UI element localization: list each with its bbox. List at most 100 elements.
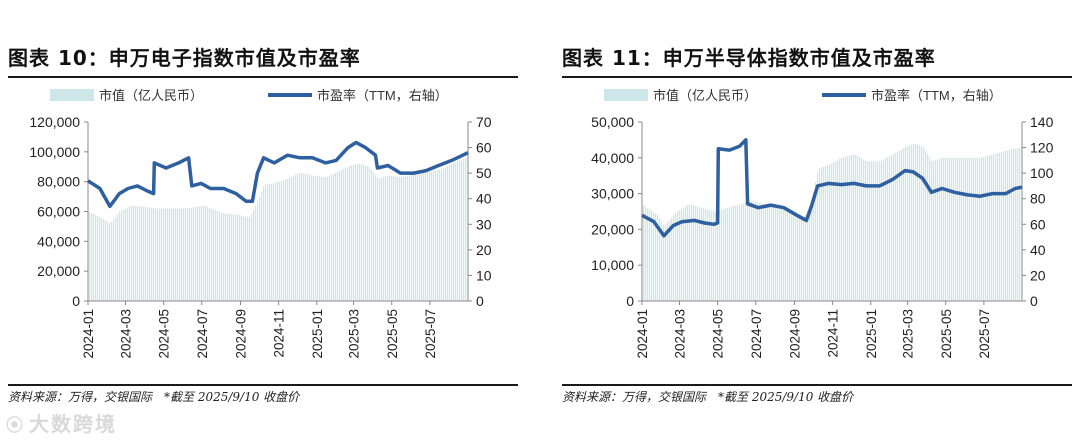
bar [419,173,421,301]
y-left-tick-label: 100,000 [29,144,80,160]
x-tick-label: 2025-05 [385,309,400,359]
bar [303,173,305,301]
bar [389,175,391,301]
bar [897,151,899,301]
bar [1003,151,1005,301]
bar [735,205,737,301]
bar [297,174,299,301]
bar [361,164,363,301]
bar [181,208,183,301]
bar [261,191,263,301]
x-tick-label: 2025-01 [310,309,325,359]
bar [753,201,755,301]
bar [383,177,385,301]
bar [95,215,97,301]
bar [831,163,833,301]
y-left-tick-label: 120,000 [29,114,80,130]
bar [733,206,735,301]
bar [277,182,279,301]
bar [317,176,319,301]
bar [857,156,859,301]
bar [951,157,953,301]
bar [925,150,927,301]
bar [137,206,139,301]
bar [189,207,191,301]
bar [115,216,117,301]
bar [1009,149,1011,301]
bar [855,154,857,301]
bar [353,164,355,301]
x-tick-label: 2024-07 [749,309,764,359]
y-right-tick-label: 40 [1030,242,1046,258]
bar [323,176,325,301]
bar [385,176,387,301]
bar [91,213,93,301]
bar [965,157,967,301]
chart-title: 图表 11：申万半导体指数市值及市盈率 [562,46,936,70]
bar [289,177,291,301]
y-right-tick-label: 120 [1030,140,1054,156]
bar [893,154,895,301]
bar [433,171,435,301]
bar [881,160,883,301]
bar [325,177,327,301]
bar [847,156,849,301]
bar [123,209,125,301]
bar [963,157,965,301]
bar [129,206,131,301]
bar [233,214,235,301]
bar [407,175,409,301]
bar [193,207,195,301]
x-tick-label: 2024-01 [635,309,650,359]
bar [867,161,869,301]
bar [809,205,811,301]
y-left-tick-label: 10,000 [591,257,634,273]
bar [221,212,223,301]
x-tick-label: 2025-01 [864,309,879,359]
y-right-tick-label: 60 [1030,216,1046,232]
bar [751,201,753,301]
bar [327,176,329,301]
bar [947,157,949,301]
bar [877,161,879,301]
bar [199,206,201,301]
x-tick-label: 2024-09 [788,309,803,359]
bar [765,204,767,301]
bar [121,210,123,301]
x-tick-label: 2024-09 [234,309,249,359]
bar [159,208,161,301]
bar [757,202,759,301]
bar [425,172,427,301]
bar [271,183,273,301]
bar [997,153,999,301]
bar [293,175,295,301]
bar [957,157,959,301]
legend-swatch-bar [50,89,94,101]
bar [703,208,705,301]
bar [661,221,663,301]
y-left-tick-label: 0 [626,293,634,309]
bar [453,163,455,301]
bar [917,144,919,301]
bar [955,157,957,301]
bar [689,204,691,301]
bar [913,143,915,301]
bar [305,173,307,301]
bar [923,147,925,301]
bar [827,165,829,301]
bar [939,158,941,301]
bar [427,172,429,301]
bar [273,183,275,301]
bar [941,158,943,301]
bar [931,160,933,301]
bar [215,210,217,301]
bar [459,160,461,301]
bar [895,152,897,301]
bar [805,214,807,301]
bar [653,212,655,301]
bar [659,218,661,301]
bar [379,178,381,301]
bar [665,224,667,301]
bar [405,176,407,301]
bar [717,210,719,301]
